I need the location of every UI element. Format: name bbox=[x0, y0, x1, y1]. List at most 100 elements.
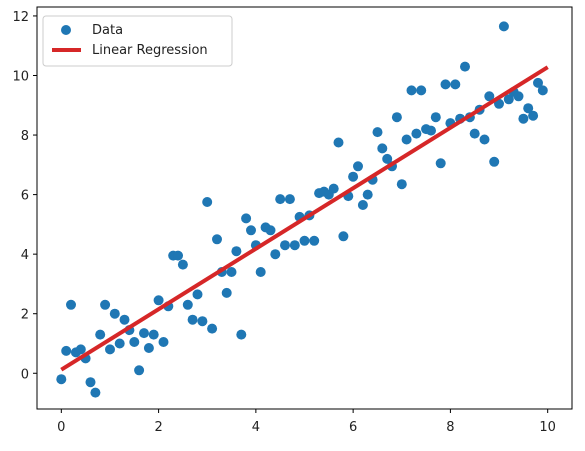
data-point-50 bbox=[299, 235, 310, 246]
data-point-20 bbox=[153, 295, 164, 306]
regression-line bbox=[60, 65, 549, 372]
data-point-63 bbox=[362, 189, 373, 200]
data-point-96 bbox=[523, 103, 534, 114]
data-point-34 bbox=[221, 287, 232, 298]
x-tick-label-3: 6 bbox=[349, 420, 357, 435]
data-point-60 bbox=[348, 171, 359, 182]
y-tick-label-3: 6 bbox=[21, 189, 29, 204]
plot-frame bbox=[36, 6, 573, 410]
data-point-21 bbox=[158, 337, 169, 347]
data-point-4 bbox=[75, 344, 86, 355]
y-tick-label-4: 8 bbox=[21, 129, 29, 144]
data-point-58 bbox=[338, 231, 349, 242]
data-point-19 bbox=[148, 329, 159, 340]
data-point-79 bbox=[440, 79, 451, 90]
x-tick-label-2: 4 bbox=[252, 420, 260, 435]
data-point-81 bbox=[450, 79, 461, 90]
data-point-44 bbox=[270, 249, 281, 260]
x-tick-label-4: 8 bbox=[446, 420, 454, 435]
data-point-48 bbox=[289, 240, 300, 251]
data-point-56 bbox=[328, 183, 339, 194]
y-tick-label-0: 0 bbox=[21, 367, 29, 382]
data-point-94 bbox=[513, 91, 524, 102]
data-point-76 bbox=[426, 125, 436, 136]
data-point-9 bbox=[100, 299, 111, 310]
data-point-74 bbox=[416, 85, 427, 96]
legend: Data Linear Regression bbox=[42, 15, 233, 67]
data-point-78 bbox=[435, 158, 446, 169]
data-point-98 bbox=[533, 77, 543, 88]
data-point-10 bbox=[105, 344, 115, 355]
y-tick-label-6: 12 bbox=[12, 10, 29, 25]
data-point-77 bbox=[430, 112, 441, 123]
legend-label-regression: Linear Regression bbox=[92, 43, 208, 58]
data-point-12 bbox=[114, 338, 125, 349]
data-point-72 bbox=[406, 85, 417, 96]
data-point-52 bbox=[309, 235, 320, 246]
data-point-41 bbox=[255, 267, 266, 277]
data-point-89 bbox=[489, 156, 500, 167]
data-point-47 bbox=[284, 194, 295, 205]
data-point-17 bbox=[139, 328, 149, 339]
data-point-95 bbox=[518, 113, 529, 124]
data-point-29 bbox=[197, 316, 208, 327]
data-point-73 bbox=[411, 128, 422, 139]
y-tick-label-5: 10 bbox=[12, 69, 29, 84]
data-point-30 bbox=[202, 197, 213, 207]
legend-box bbox=[42, 15, 233, 67]
data-point-32 bbox=[212, 234, 222, 245]
data-point-69 bbox=[391, 112, 402, 123]
data-point-97 bbox=[528, 110, 539, 121]
data-point-62 bbox=[357, 200, 368, 210]
data-point-37 bbox=[236, 329, 247, 340]
data-point-36 bbox=[231, 246, 242, 257]
data-point-35 bbox=[226, 267, 237, 277]
data-point-28 bbox=[192, 289, 203, 300]
legend-label-data: Data bbox=[92, 23, 123, 38]
data-point-71 bbox=[401, 134, 412, 145]
data-point-16 bbox=[134, 365, 145, 376]
data-point-18 bbox=[143, 343, 154, 353]
data-point-61 bbox=[353, 161, 363, 172]
data-point-57 bbox=[333, 137, 344, 148]
x-tick-label-1: 2 bbox=[154, 420, 162, 435]
y-tick-label-1: 2 bbox=[21, 308, 29, 323]
data-point-24 bbox=[173, 250, 183, 261]
data-point-1 bbox=[61, 345, 72, 356]
data-point-11 bbox=[109, 308, 120, 319]
y-tick-label-2: 4 bbox=[21, 248, 29, 263]
data-point-27 bbox=[187, 314, 198, 325]
data-point-2 bbox=[66, 299, 76, 310]
data-point-0 bbox=[56, 374, 67, 385]
data-point-39 bbox=[246, 225, 256, 236]
data-point-46 bbox=[280, 240, 290, 251]
data-point-65 bbox=[372, 127, 383, 138]
data-point-87 bbox=[479, 134, 490, 145]
data-point-67 bbox=[382, 153, 393, 164]
data-point-43 bbox=[265, 225, 276, 236]
data-point-7 bbox=[90, 387, 101, 398]
data-point-26 bbox=[182, 299, 193, 310]
data-point-6 bbox=[85, 377, 96, 388]
data-point-85 bbox=[469, 128, 480, 139]
data-point-88 bbox=[484, 91, 495, 102]
data-point-15 bbox=[129, 337, 140, 347]
data-point-13 bbox=[119, 314, 130, 325]
data-point-31 bbox=[207, 323, 218, 334]
data-point-25 bbox=[177, 259, 188, 270]
axis-ticks: 0 2 4 6 8 10 0 2 4 6 8 10 12 bbox=[12, 10, 556, 435]
data-point-99 bbox=[537, 85, 548, 96]
data-point-45 bbox=[275, 194, 286, 205]
data-point-92 bbox=[503, 94, 514, 105]
legend-data-marker bbox=[61, 25, 71, 35]
data-point-70 bbox=[396, 179, 407, 190]
data-point-38 bbox=[241, 213, 252, 224]
data-point-91 bbox=[498, 21, 509, 32]
data-point-66 bbox=[377, 143, 388, 154]
data-point-8 bbox=[95, 329, 106, 340]
x-tick-label-5: 10 bbox=[539, 420, 556, 435]
data-point-83 bbox=[460, 61, 470, 72]
x-tick-label-0: 0 bbox=[57, 420, 65, 435]
plot-marks bbox=[56, 21, 549, 398]
